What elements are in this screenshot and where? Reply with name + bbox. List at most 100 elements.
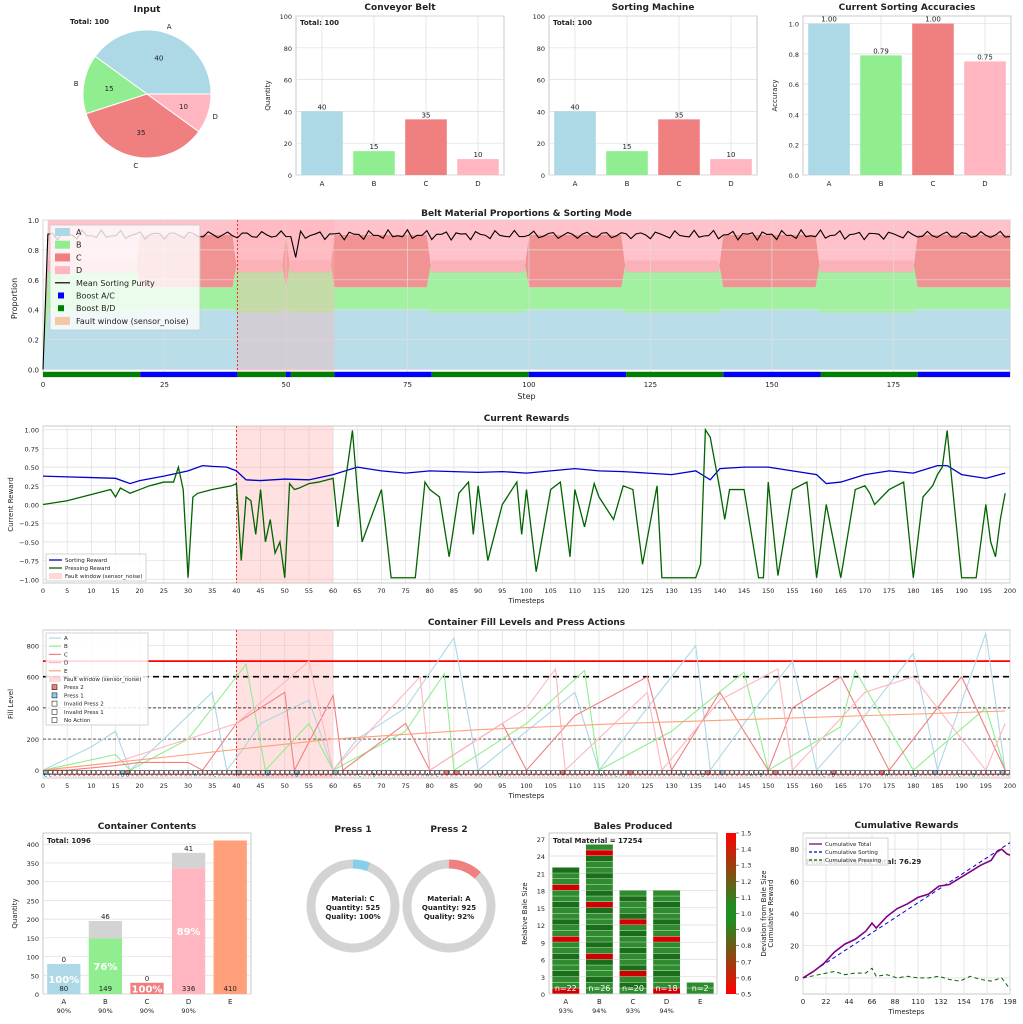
action-char: X: [199, 772, 202, 778]
bale-block: [619, 982, 647, 988]
bar-value-label: 1.00: [925, 16, 941, 24]
action-char: A: [885, 772, 889, 778]
legend-entry: Boost A/C: [76, 292, 115, 301]
action-char: X: [63, 772, 66, 778]
action-marker: [328, 770, 333, 775]
pie-slice-A: [94, 29, 212, 95]
x-tick-label: 88: [891, 998, 900, 1006]
action-char: X: [339, 772, 342, 778]
action-char: X: [406, 772, 409, 778]
action-marker: [782, 770, 788, 775]
bale-block: [653, 965, 681, 971]
action-marker: [57, 770, 63, 775]
y-tick-label: −0.50: [19, 539, 39, 547]
bar-D: [710, 159, 752, 175]
chart-title: Conveyor Belt: [364, 3, 436, 13]
action-marker: [826, 770, 831, 775]
container-contents-chart: Container Contents 0 50 100 150 200 250 300 350 4…: [11, 822, 252, 1015]
action-char: X: [866, 772, 869, 778]
x-tick-label: 40: [232, 587, 240, 595]
x-tick-label: A: [61, 998, 66, 1006]
action-marker: [889, 770, 894, 775]
x-tick-label: 15: [111, 587, 119, 595]
impurity-bar-D: [171, 852, 206, 869]
bale-block: [653, 959, 681, 965]
action-marker: [516, 770, 522, 775]
bale-count-label: n=18: [656, 984, 678, 993]
action-char: X: [261, 772, 264, 778]
bale-block: [585, 861, 613, 868]
action-marker: [202, 770, 208, 775]
action-marker: [565, 770, 570, 775]
x-tick-sublabel: 90%: [98, 1007, 112, 1015]
bale-block: [653, 919, 681, 925]
action-marker: [468, 770, 474, 775]
action-char: X: [150, 772, 153, 778]
action-marker: [903, 770, 909, 775]
action-marker: [642, 770, 648, 775]
fill-line-D: [42, 660, 1006, 772]
legend-entry: D: [64, 661, 68, 667]
action-marker: [744, 770, 749, 775]
bale-block: [585, 982, 613, 988]
x-tick-sublabel: 90%: [181, 1007, 195, 1015]
action-char: C: [213, 772, 216, 778]
action-char: X: [228, 772, 231, 778]
action-marker: [836, 770, 841, 775]
y-axis-label: Quantity: [264, 80, 272, 110]
action-marker: [473, 770, 478, 775]
pie-category-label: B: [74, 80, 79, 88]
belt-proportions-chart: Belt Material Proportions & Sorting Mode…: [10, 209, 1011, 401]
action-marker: [604, 770, 609, 775]
bale-block: [552, 976, 580, 983]
action-char: X: [329, 772, 332, 778]
action-char: X: [232, 772, 235, 778]
bar-value-label: 1.00: [821, 16, 837, 24]
y-tick-label: 0.2: [789, 142, 799, 150]
action-marker: [633, 770, 638, 775]
bale-block: [585, 913, 613, 919]
legend-swatch: [51, 692, 58, 699]
cumulative-line-chart: Cumulative Rewards 0 20 40 60 80 0 22 44 66 88 110 1…: [767, 821, 1017, 1016]
action-char: X: [73, 772, 76, 778]
action-char: X: [764, 772, 767, 778]
action-marker: [91, 770, 97, 775]
y-tick-label: 1.0: [789, 21, 799, 29]
bale-block: [552, 867, 580, 873]
colorbar-tick-label: 0.9: [741, 926, 751, 934]
legend-swatch: [55, 253, 70, 262]
fill-line-chart: Container Fill Levels and Press Actions 0…: [7, 618, 1016, 800]
action-char: X: [1006, 772, 1009, 778]
legend-swatch: [55, 316, 70, 325]
action-char: X: [305, 772, 308, 778]
bale-block: [619, 948, 647, 954]
pie-value-label: 35: [137, 129, 146, 137]
y-tick-label: 27: [537, 836, 545, 844]
press-progress-arc: [448, 859, 481, 879]
x-tick-label: B: [372, 180, 377, 188]
x-tick-label: 70: [377, 587, 385, 595]
pie-slice-B: [82, 55, 149, 115]
action-char: X: [484, 772, 487, 778]
action-marker: [357, 770, 362, 775]
action-char: X: [846, 772, 849, 778]
pie-slice-D: [145, 93, 212, 133]
bar-B: [353, 151, 395, 175]
bar-A: [47, 964, 81, 994]
action-char: X: [726, 772, 729, 778]
bale-count-label: n=20: [622, 984, 644, 993]
chart-title: Input: [134, 5, 162, 15]
action-char: X: [348, 772, 351, 778]
bale-block: [653, 896, 681, 902]
bale-block: [653, 982, 681, 988]
action-marker: [947, 770, 952, 775]
x-tick-label: 175: [887, 381, 900, 389]
y-tick-label: 3: [541, 974, 545, 982]
x-tick-label: 110: [569, 587, 581, 595]
action-marker: [154, 770, 159, 775]
action-char: X: [934, 772, 937, 778]
action-marker: [695, 770, 701, 775]
action-char: X: [755, 772, 758, 778]
action-char: X: [92, 772, 95, 778]
action-char: X: [203, 772, 206, 778]
